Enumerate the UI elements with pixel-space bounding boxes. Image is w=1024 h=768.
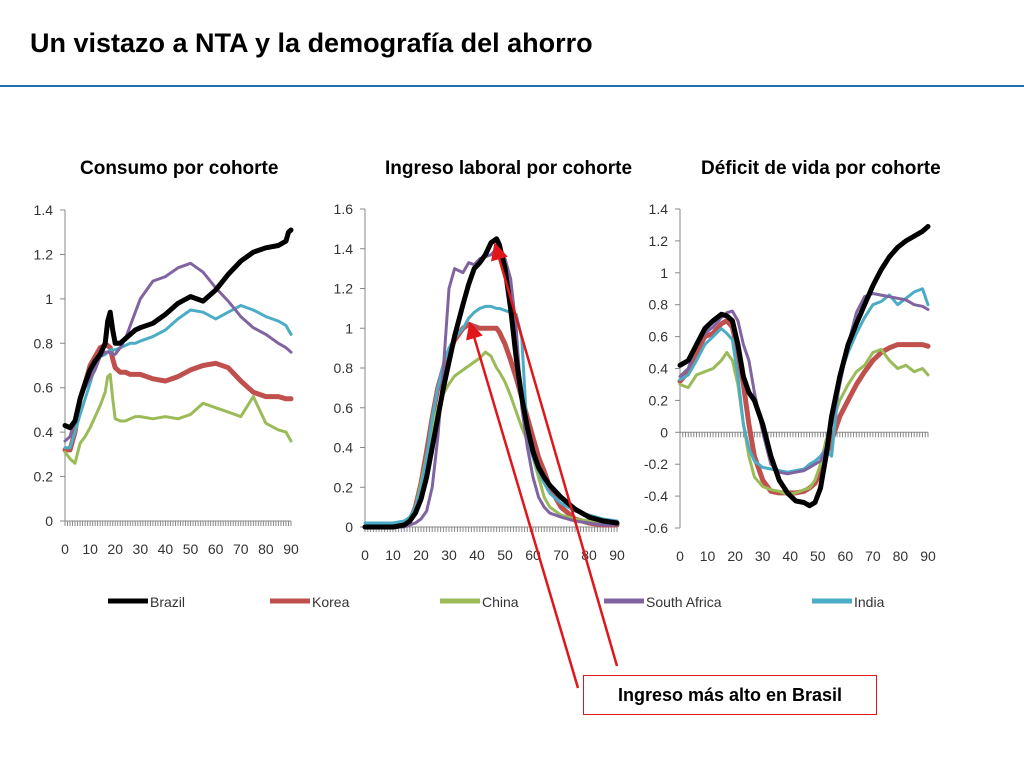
y-tick-label: 0.8 <box>649 297 669 313</box>
chart-title-consumo: Consumo por cohorte <box>80 158 279 179</box>
y-tick-label: 0.8 <box>34 335 54 351</box>
chart-0: 0 0.2 0.4 0.6 0.8 1 1.2 1.4 0 10 20 30 40 50 60 70 80 90 <box>34 202 299 557</box>
x-tick-label: 40 <box>469 547 485 563</box>
y-tick-label: -0.6 <box>644 520 668 536</box>
x-tick-label: 40 <box>158 541 174 557</box>
y-tick-label: 0.2 <box>34 469 54 485</box>
legend-item-south-africa: South Africa <box>604 594 722 610</box>
y-tick-label: 0.6 <box>649 329 669 345</box>
x-tick-label: 30 <box>755 548 771 564</box>
x-tick-label: 30 <box>441 547 457 563</box>
x-tick-label: 90 <box>283 541 299 557</box>
y-tick-label: -0.2 <box>644 456 668 472</box>
series-line-china <box>678 347 930 496</box>
x-tick-label: 50 <box>183 541 199 557</box>
x-tick-label: 90 <box>609 547 625 563</box>
chart-title-ingreso: Ingreso laboral por cohorte <box>385 158 633 179</box>
y-tick-label: 1.4 <box>334 241 354 257</box>
x-tick-label: 20 <box>107 541 123 557</box>
y-tick-label: 1.2 <box>649 233 669 249</box>
chart-layer: 00.20.40.60.811.21.40 10 20 30 40 50 60 70 80 900… <box>34 201 936 564</box>
legend-item-india: India <box>812 594 885 610</box>
series-line-south-africa <box>363 247 619 529</box>
y-tick-label: 1.2 <box>334 281 354 297</box>
title-rule <box>0 85 1024 87</box>
legend-label: China <box>482 594 519 610</box>
chart-1: 00.20.40.60.811.21.41.60 10 20 30 40 50 60 70 80… <box>334 201 625 563</box>
series-line-brazil <box>362 236 620 530</box>
x-tick-label: 0 <box>676 548 684 564</box>
x-tick-label: 10 <box>700 548 716 564</box>
x-tick-label: 10 <box>385 547 401 563</box>
x-tick-label: 0 <box>361 547 369 563</box>
legend-item-brazil: Brazil <box>108 594 185 610</box>
y-tick-label: 1.2 <box>34 246 54 262</box>
y-tick-label: 0 <box>45 513 53 529</box>
y-tick-label: 0.6 <box>34 380 54 396</box>
y-tick-label: 0.4 <box>34 424 54 440</box>
annotation-arrows <box>466 242 619 689</box>
series-line-brazil <box>677 224 931 509</box>
x-tick-label: 20 <box>727 548 743 564</box>
legend-label: Brazil <box>150 594 185 610</box>
annotation-callout: Ingreso más alto en Brasil <box>583 675 877 715</box>
x-tick-label: 70 <box>865 548 881 564</box>
x-tick-label: 40 <box>782 548 798 564</box>
y-tick-label: 1 <box>660 265 668 281</box>
y-tick-label: 1.4 <box>34 202 54 218</box>
y-tick-label: 1 <box>45 291 53 307</box>
y-tick-label: 0 <box>345 519 353 535</box>
y-tick-label: 0.2 <box>334 479 354 495</box>
y-tick-label: 1 <box>345 320 353 336</box>
legend-label: Korea <box>312 594 350 610</box>
slide-title: Un vistazo a NTA y la demografía del aho… <box>30 28 593 58</box>
x-tick-label: 50 <box>497 547 513 563</box>
x-tick-label: 30 <box>133 541 149 557</box>
arrow-to-income-peak-left <box>466 321 580 689</box>
x-tick-label: 70 <box>233 541 249 557</box>
series-line-south-africa <box>63 261 293 443</box>
chart-title-deficit: Déficit de vida por cohorte <box>701 158 941 179</box>
legend: Brazil Korea China South Africa India <box>108 594 885 610</box>
y-tick-label: -0.4 <box>644 488 668 504</box>
x-tick-label: 0 <box>61 541 69 557</box>
arrow-to-income-peak-right <box>490 242 619 667</box>
x-tick-label: 10 <box>82 541 98 557</box>
y-tick-label: 0.4 <box>649 361 669 377</box>
x-tick-label: 60 <box>838 548 854 564</box>
y-tick-label: 0.2 <box>649 392 669 408</box>
y-tick-label: 0.8 <box>334 360 354 376</box>
legend-item-china: China <box>440 594 519 610</box>
y-tick-label: 0.4 <box>334 440 354 456</box>
y-tick-label: 1.6 <box>334 201 354 217</box>
y-tick-label: 1.4 <box>649 201 669 217</box>
series-line-china <box>63 372 293 465</box>
chart-2: -0.6 -0.4 -0.2 0 0.2 0.4 0.6 0.8 1 1.2 1.4 0 10 20 30 4… <box>644 201 936 564</box>
x-tick-label: 80 <box>893 548 909 564</box>
y-tick-label: 0 <box>660 424 668 440</box>
x-tick-label: 20 <box>413 547 429 563</box>
legend-item-korea: Korea <box>270 594 350 610</box>
x-tick-label: 80 <box>258 541 274 557</box>
legend-label: India <box>854 594 885 610</box>
series-line-india <box>363 304 619 525</box>
x-tick-label: 70 <box>553 547 569 563</box>
x-tick-label: 60 <box>208 541 224 557</box>
x-tick-label: 90 <box>920 548 936 564</box>
y-tick-label: 0.6 <box>334 400 354 416</box>
x-tick-label: 50 <box>810 548 826 564</box>
series-line-china <box>363 350 619 529</box>
legend-label: South Africa <box>646 594 722 610</box>
series-line-brazil <box>62 227 294 431</box>
